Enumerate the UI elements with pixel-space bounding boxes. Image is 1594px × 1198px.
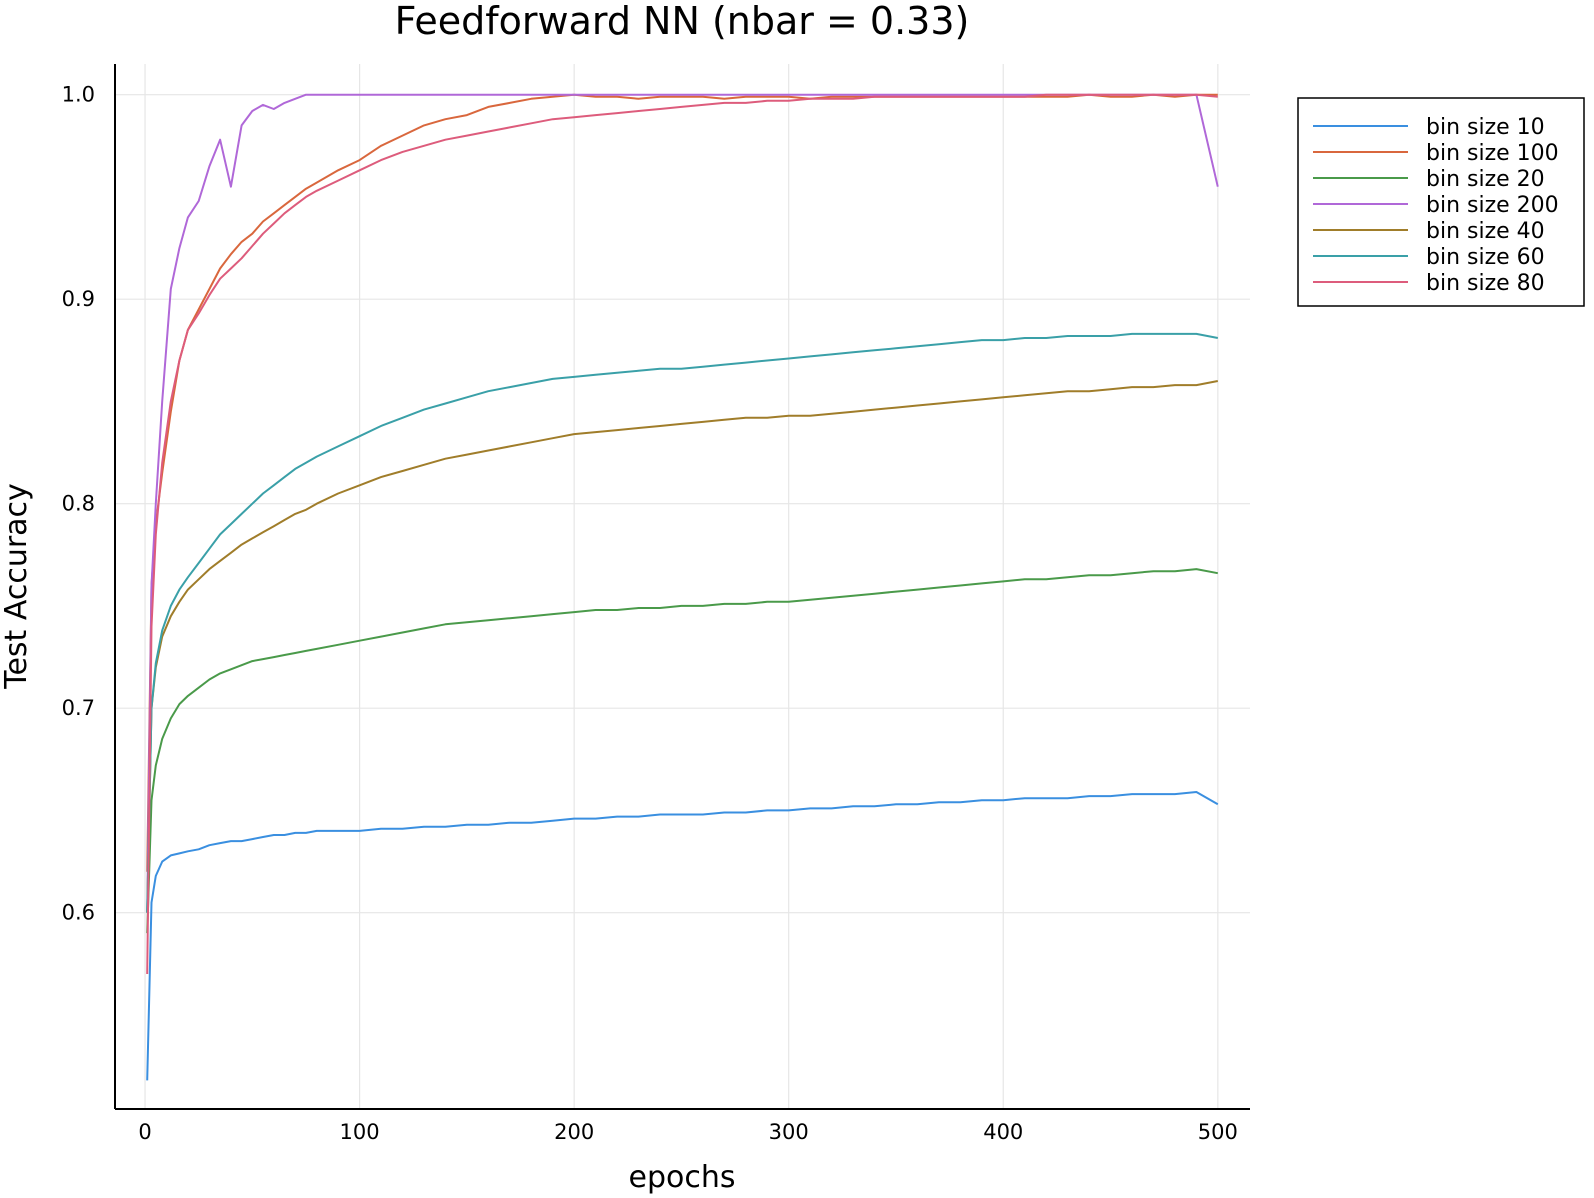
- y-tick-label: 0.9: [62, 287, 95, 311]
- y-tick-labels: 0.6 0.7 0.8 0.9 1.0: [62, 83, 95, 925]
- x-tick-label: 500: [1198, 1120, 1238, 1144]
- legend-label: bin size 80: [1426, 271, 1545, 296]
- series-layer: [146, 93, 1219, 1081]
- legend-box: [1297, 97, 1585, 307]
- legend-label: bin size 10: [1426, 115, 1545, 140]
- legend-label: bin size 40: [1426, 219, 1545, 244]
- series-line: [146, 93, 1218, 872]
- x-tick-label: 300: [769, 1120, 809, 1144]
- x-tick-labels: 0 100 200 300 400 500: [138, 1120, 1238, 1144]
- x-axis-label: epochs: [629, 1160, 736, 1195]
- y-tick-label: 1.0: [62, 83, 95, 107]
- chart-title: Feedforward NN (nbar = 0.33): [395, 0, 970, 43]
- x-tick-label: 100: [340, 1120, 380, 1144]
- x-tick-label: 400: [983, 1120, 1023, 1144]
- x-tick-label: 200: [554, 1120, 594, 1144]
- series-line: [146, 568, 1218, 934]
- y-tick-label: 0.7: [62, 696, 95, 720]
- series-line: [146, 791, 1219, 1081]
- series-line: [146, 93, 1219, 913]
- y-tick-label: 0.6: [62, 901, 95, 925]
- x-tick-label: 0: [138, 1120, 151, 1144]
- series-line: [146, 380, 1218, 913]
- legend-label: bin size 20: [1426, 167, 1545, 192]
- legend-label: bin size 100: [1426, 141, 1559, 166]
- series-line: [146, 93, 1218, 975]
- y-tick-label: 0.8: [62, 492, 95, 516]
- legend-label: bin size 60: [1426, 245, 1545, 270]
- axes: [114, 64, 1250, 1110]
- series-line: [146, 332, 1218, 913]
- y-axis-label: Test Accuracy: [0, 483, 34, 690]
- grid: [115, 64, 1250, 1109]
- legend-label: bin size 200: [1426, 193, 1559, 218]
